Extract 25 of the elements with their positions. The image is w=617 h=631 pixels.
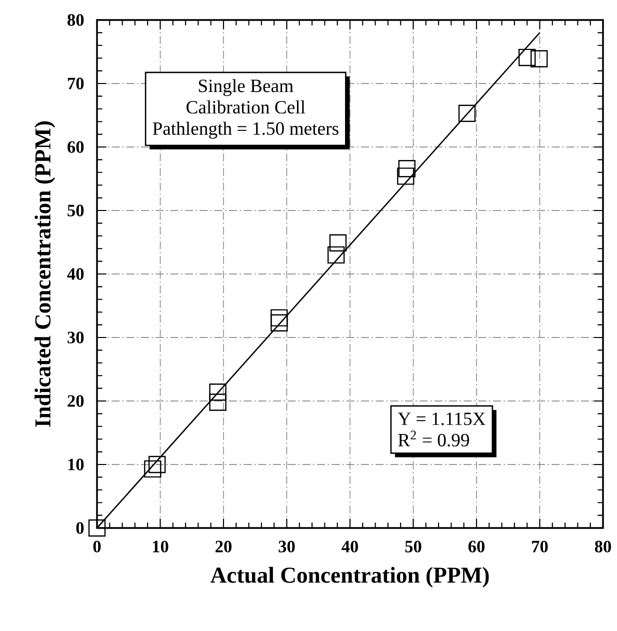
x-tick-label: 30 [278, 540, 295, 552]
x-axis-title: Actual Concentration (PPM) [210, 566, 489, 588]
x-tick-label: 50 [405, 540, 422, 552]
annotation: Single Beam [198, 79, 294, 96]
annotation: Pathlength = 1.50 meters [152, 122, 338, 139]
x-tick-label: 0 [93, 540, 101, 552]
x-tick-label: 70 [532, 540, 548, 552]
y-tick-label: 0 [76, 522, 84, 534]
y-axis-title: Indicated Concentration (PPM) [34, 121, 56, 427]
y-tick-label: 70 [68, 78, 84, 90]
annotation: R$^{2}$ = 0.99 [398, 430, 470, 447]
annotation: Calibration Cell [186, 100, 306, 114]
x-tick-label: 60 [468, 540, 485, 552]
x-tick-label: 80 [594, 540, 612, 552]
annotation: Y = 1.115X [398, 412, 486, 426]
y-tick-label: 10 [68, 458, 84, 470]
y-tick-label: 20 [68, 395, 84, 407]
y-tick-label: 30 [68, 332, 84, 344]
y-tick-label: 50 [68, 204, 84, 216]
x-tick-label: 40 [342, 540, 358, 552]
y-tick-label: 80 [68, 14, 84, 26]
x-tick-label: 10 [152, 540, 168, 552]
x-tick-label: 20 [216, 540, 232, 552]
y-tick-label: 40 [67, 268, 84, 280]
y-tick-label: 60 [68, 141, 84, 153]
